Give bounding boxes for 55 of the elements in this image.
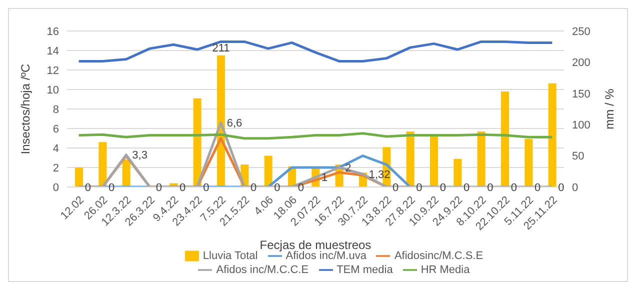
legend-label: TEM media bbox=[336, 264, 393, 276]
bar bbox=[122, 160, 130, 187]
y2-tick-label: 0 bbox=[572, 182, 578, 194]
bar bbox=[454, 158, 462, 187]
data-label: 0 bbox=[274, 182, 280, 194]
y-tick-label: 14 bbox=[46, 45, 59, 58]
data-label: 0 bbox=[250, 182, 257, 194]
bar bbox=[193, 98, 202, 187]
y2-tick-label: 150 bbox=[572, 88, 590, 100]
y2-tick-label: 200 bbox=[572, 57, 590, 70]
x-axis-title: Fecjas de muestreos bbox=[260, 238, 372, 252]
data-label: 0 bbox=[392, 182, 399, 194]
data-label: 0 bbox=[416, 182, 422, 194]
legend-label: Afidosinc/M.C.S.E bbox=[394, 250, 484, 262]
bar bbox=[430, 136, 438, 187]
y-tick-label: 8 bbox=[52, 104, 59, 116]
legend-label: Afidos inc/M.C.C.E bbox=[216, 264, 309, 276]
y-tick-label: 10 bbox=[46, 84, 59, 96]
y-tick-label: 4 bbox=[52, 142, 59, 155]
data-label: 0 bbox=[510, 182, 517, 194]
y2-tick-label: 250 bbox=[572, 26, 590, 38]
bar bbox=[477, 131, 486, 187]
y-axis-title: Insectos/hoja /ºC bbox=[18, 63, 32, 154]
data-label: 6,6 bbox=[226, 118, 242, 130]
y2-axis-title: mm / % bbox=[602, 88, 616, 130]
data-label: 0 bbox=[464, 182, 470, 194]
bar bbox=[548, 83, 556, 187]
data-label: 0 bbox=[298, 182, 304, 194]
data-label: 3,3 bbox=[132, 150, 148, 162]
y-tick-label: 12 bbox=[46, 64, 59, 77]
data-label: 0 bbox=[180, 182, 186, 194]
bar bbox=[264, 156, 272, 187]
bar bbox=[75, 168, 83, 187]
data-label: 0 bbox=[487, 182, 494, 194]
data-label: 2 bbox=[345, 162, 352, 174]
y-tick-label: 16 bbox=[46, 26, 59, 38]
y-tick-label: 0 bbox=[52, 182, 59, 194]
legend-label: Lluvia Total bbox=[202, 250, 258, 262]
data-label: 0 bbox=[534, 182, 541, 194]
line-series bbox=[78, 40, 554, 62]
data-label: 0 bbox=[440, 182, 446, 194]
data-label: 211 bbox=[212, 42, 230, 54]
y-tick-label: 6 bbox=[52, 123, 59, 136]
bar bbox=[501, 92, 509, 187]
bar bbox=[524, 138, 533, 187]
legend-label: Afidos inc/M.uva bbox=[286, 250, 366, 262]
legend-label: HR Media bbox=[420, 264, 470, 276]
data-label: 0 bbox=[558, 182, 564, 194]
y2-tick-label: 100 bbox=[572, 120, 590, 132]
bar bbox=[98, 142, 107, 187]
y-tick-label: 2 bbox=[52, 162, 59, 174]
data-label: 0 bbox=[156, 182, 162, 194]
data-label: 0 bbox=[84, 182, 91, 194]
y2-tick-label: 50 bbox=[572, 150, 584, 163]
bar bbox=[406, 131, 414, 187]
